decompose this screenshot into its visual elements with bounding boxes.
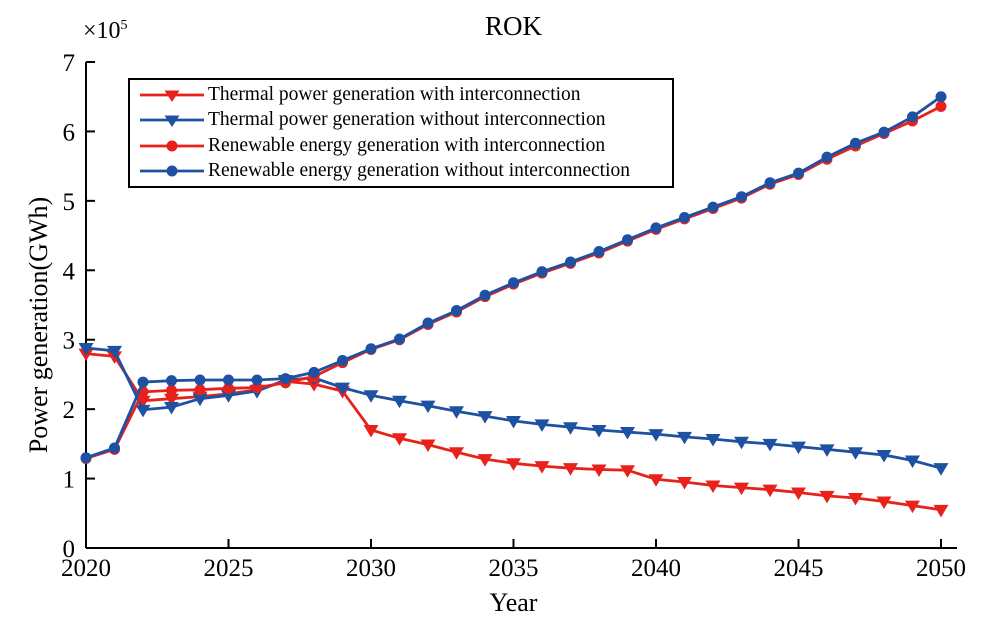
y-tick-label: 7 [63,50,76,77]
legend-item-thermal-with-interconnection: Thermal power generation with interconne… [140,82,672,108]
x-tick-label: 2025 [204,555,254,582]
legend: Thermal power generation with interconne… [128,78,674,188]
y-tick-label: 2 [63,397,76,424]
y-multiplier-exponent: 5 [120,18,128,33]
red-triangle-line-icon [140,90,204,102]
y-axis-label: Power generation(GWh) [24,196,53,454]
blue-triangle-line-icon [140,115,204,128]
legend-label: Thermal power generation with interconne… [208,83,581,105]
x-axis-label: Year [489,588,538,617]
series-line [85,352,942,512]
series-line [85,346,942,470]
legend-label: Renewable energy generation without inte… [208,160,630,182]
legend-item-thermal-without-interconnection: Thermal power generation without interco… [140,108,672,134]
y-tick-label: 4 [63,258,76,285]
y-tick-label: 1 [63,467,76,494]
chart-title: ROK [484,11,542,41]
axes [85,61,957,549]
series-3 [80,91,947,464]
y-tick-label: 5 [63,189,76,216]
x-tick-label: 2045 [774,555,824,582]
series-1 [78,343,949,476]
legend-item-renewable-with-interconnection: Renewable energy generation with interco… [140,133,672,159]
y-tick-label: 0 [63,536,76,563]
blue-circle-line-icon [140,165,204,177]
x-tick-label: 2020 [61,555,111,582]
x-tick-label: 2035 [489,555,539,582]
y-tick-label: 6 [63,119,76,146]
red-circle-line-icon [140,140,204,152]
y-axis-multiplier: ×105 [83,13,128,44]
legend-label: Thermal power generation without interco… [208,109,606,131]
y-multiplier-base: ×10 [83,18,121,44]
x-tick-label: 2030 [346,555,396,582]
x-tick-label: 2050 [916,555,966,582]
legend-label: Renewable energy generation with interco… [208,134,606,156]
series-0 [78,348,949,518]
y-tick-label: 3 [63,328,76,355]
legend-item-renewable-without-interconnection: Renewable energy generation without inte… [140,159,672,185]
x-tick-label: 2040 [631,555,681,582]
